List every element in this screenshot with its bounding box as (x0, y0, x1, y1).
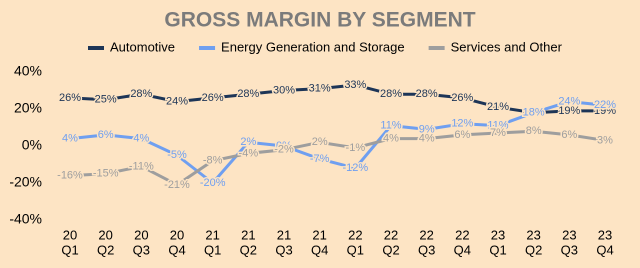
data-label: 26% (451, 92, 473, 104)
data-label: -21% (164, 179, 190, 191)
x-tick-label: Q1 (61, 242, 78, 257)
data-label: 19% (594, 105, 616, 117)
x-tick-label: Q3 (275, 242, 292, 257)
x-tick-label: Q2 (382, 242, 399, 257)
data-label: 28% (416, 88, 438, 100)
legend-label: Energy Generation and Storage (221, 39, 405, 54)
data-label: 28% (380, 88, 402, 100)
data-label: -2% (274, 144, 294, 156)
x-tick-label: Q4 (311, 242, 328, 257)
data-label: -11% (129, 160, 154, 172)
data-label: 24% (558, 96, 580, 108)
y-tick-label: -20% (9, 174, 42, 190)
x-tick-label: 21 (241, 227, 255, 242)
x-tick-label: 21 (205, 227, 219, 242)
data-label: 2% (240, 136, 256, 148)
chart-title: GROSS MARGIN BY SEGMENT (164, 9, 475, 32)
x-tick-label: Q4 (454, 242, 471, 257)
x-tick-label: Q2 (97, 242, 114, 257)
series-line (69, 100, 606, 185)
data-label: -8% (203, 155, 223, 167)
y-tick-label: 20% (14, 100, 42, 116)
data-label: 6% (454, 129, 470, 141)
x-tick-label: Q3 (418, 242, 435, 257)
x-tick-label: 20 (98, 227, 112, 242)
data-label: 28% (237, 88, 259, 100)
x-tick-label: Q3 (133, 242, 150, 257)
data-label: 30% (273, 84, 295, 96)
data-label: 9% (419, 123, 435, 135)
x-tick-label: 20 (170, 227, 184, 242)
data-label: 2% (312, 136, 328, 148)
x-tick-label: 23 (562, 227, 576, 242)
x-tick-label: Q4 (168, 242, 185, 257)
data-label: -7% (310, 153, 330, 165)
x-tick-label: 22 (455, 227, 469, 242)
x-tick-label: Q1 (204, 242, 221, 257)
data-label: -20% (200, 177, 226, 189)
x-tick-label: 20 (134, 227, 148, 242)
legend-label: Automotive (110, 39, 175, 54)
x-tick-label: Q2 (525, 242, 542, 257)
y-tick-label: -40% (9, 211, 42, 227)
data-label: 11% (380, 120, 401, 132)
series-line (69, 129, 606, 187)
data-label: 26% (59, 92, 81, 104)
data-label: 12% (451, 118, 473, 130)
data-label: 18% (523, 107, 545, 119)
x-tick-label: 23 (598, 227, 612, 242)
data-label: 4% (383, 133, 399, 145)
x-tick-label: 20 (63, 227, 77, 242)
x-tick-label: 22 (348, 227, 362, 242)
data-label: -1% (346, 142, 366, 154)
data-label: 6% (98, 129, 114, 141)
data-label: 11% (487, 120, 508, 132)
y-tick-label: 40% (14, 63, 42, 79)
x-tick-label: 21 (312, 227, 326, 242)
data-label: 22% (594, 99, 616, 111)
legend-label: Services and Other (451, 39, 563, 54)
series-line (69, 83, 605, 115)
data-label: 18% (523, 107, 545, 119)
data-label: -16% (57, 170, 83, 182)
x-tick-label: Q4 (596, 242, 613, 257)
data-label: 0% (276, 140, 292, 152)
data-label: 33% (344, 79, 366, 91)
data-label: 21% (487, 101, 509, 113)
x-tick-label: 23 (491, 227, 505, 242)
data-label: 28% (130, 88, 152, 100)
data-label: -12% (342, 162, 368, 174)
data-label: 4% (62, 133, 78, 145)
data-label: 6% (561, 129, 577, 141)
data-label: 25% (95, 94, 117, 106)
y-tick-label: 0% (22, 137, 42, 153)
data-label: 31% (309, 83, 331, 95)
x-tick-label: Q1 (489, 242, 506, 257)
x-tick-label: Q1 (347, 242, 364, 257)
data-label: 24% (166, 96, 188, 108)
x-tick-label: 22 (419, 227, 433, 242)
data-label: 3% (597, 134, 613, 146)
data-label: 8% (526, 125, 542, 137)
data-label: 4% (133, 133, 149, 145)
data-label: 4% (419, 133, 435, 145)
x-tick-label: 23 (526, 227, 540, 242)
data-label: -4% (239, 147, 259, 159)
data-label: 7% (490, 127, 506, 139)
x-tick-label: 21 (277, 227, 291, 242)
x-tick-label: 22 (384, 227, 398, 242)
x-tick-label: Q3 (561, 242, 578, 257)
data-label: -15% (93, 168, 119, 180)
data-label: 19% (558, 105, 580, 117)
x-tick-label: Q2 (240, 242, 257, 257)
data-label: 26% (202, 92, 224, 104)
data-label: -5% (167, 149, 187, 161)
